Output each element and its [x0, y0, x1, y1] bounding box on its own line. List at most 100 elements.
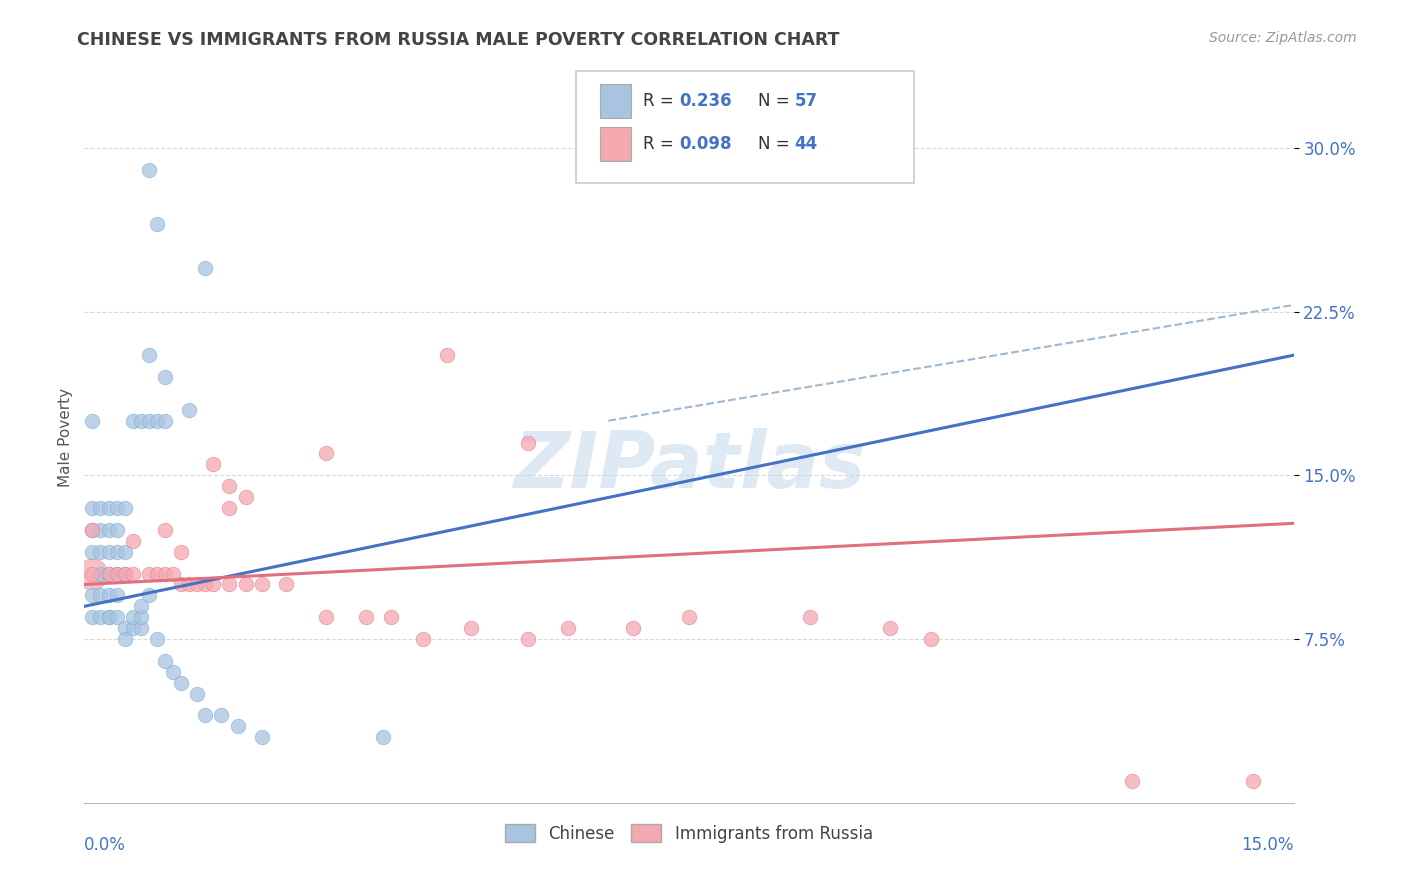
Point — [114, 545, 136, 559]
Point — [186, 687, 208, 701]
Point — [436, 348, 458, 362]
Point — [97, 545, 120, 559]
Point — [121, 414, 143, 428]
Point — [170, 675, 193, 690]
Point — [371, 731, 394, 745]
Point — [146, 414, 169, 428]
Point — [121, 566, 143, 581]
Text: R =: R = — [643, 135, 679, 153]
Point — [89, 588, 111, 602]
Point — [758, 162, 780, 177]
Point — [105, 545, 128, 559]
Point — [82, 588, 104, 602]
Point — [235, 577, 257, 591]
Point — [114, 621, 136, 635]
Point — [129, 610, 152, 624]
Point — [460, 621, 482, 635]
Point — [315, 610, 337, 624]
Point — [138, 348, 160, 362]
Point — [82, 610, 104, 624]
Point — [82, 545, 104, 559]
Point — [129, 599, 152, 614]
Text: 0.236: 0.236 — [679, 92, 731, 110]
Point — [250, 577, 273, 591]
Point — [202, 577, 225, 591]
Point — [170, 577, 193, 591]
Point — [97, 588, 120, 602]
Point — [162, 665, 184, 679]
Point — [226, 719, 249, 733]
Point — [114, 632, 136, 646]
Point — [97, 566, 120, 581]
Point — [209, 708, 232, 723]
Point — [89, 566, 111, 581]
Text: 57: 57 — [794, 92, 817, 110]
Point — [105, 501, 128, 516]
Text: 15.0%: 15.0% — [1241, 836, 1294, 854]
Point — [89, 501, 111, 516]
Point — [186, 577, 208, 591]
Point — [121, 610, 143, 624]
Point — [153, 370, 176, 384]
Text: 44: 44 — [794, 135, 818, 153]
Point — [920, 632, 942, 646]
Point — [82, 523, 104, 537]
Point — [97, 523, 120, 537]
Point — [412, 632, 434, 646]
Point — [129, 414, 152, 428]
Point — [380, 610, 402, 624]
Point — [129, 621, 152, 635]
Point — [194, 577, 217, 591]
Point — [97, 610, 120, 624]
Text: R =: R = — [643, 92, 679, 110]
Point — [621, 621, 644, 635]
Point — [218, 479, 240, 493]
Point — [356, 610, 378, 624]
Point — [97, 566, 120, 581]
Point — [179, 402, 201, 417]
Point — [121, 533, 143, 548]
Text: ZIPatlas: ZIPatlas — [513, 428, 865, 504]
Point — [105, 566, 128, 581]
Point — [121, 621, 143, 635]
Point — [516, 435, 538, 450]
Text: 0.0%: 0.0% — [84, 836, 127, 854]
Point — [202, 458, 225, 472]
Legend: Chinese, Immigrants from Russia: Chinese, Immigrants from Russia — [498, 817, 880, 849]
Point — [179, 577, 201, 591]
Point — [1121, 774, 1143, 789]
Point — [146, 566, 169, 581]
Point — [97, 501, 120, 516]
Point — [138, 162, 160, 177]
Y-axis label: Male Poverty: Male Poverty — [58, 387, 73, 487]
Point — [82, 566, 104, 581]
Point — [105, 566, 128, 581]
Point — [194, 260, 217, 275]
Point — [153, 566, 176, 581]
Point — [153, 414, 176, 428]
Point — [89, 610, 111, 624]
Point — [138, 588, 160, 602]
Point — [162, 566, 184, 581]
Point — [557, 621, 579, 635]
Text: 0.098: 0.098 — [679, 135, 731, 153]
Point — [114, 566, 136, 581]
Point — [250, 731, 273, 745]
Point — [1241, 774, 1264, 789]
Point — [194, 708, 217, 723]
Point — [879, 621, 901, 635]
Point — [218, 577, 240, 591]
Point — [89, 545, 111, 559]
Point — [138, 566, 160, 581]
Point — [138, 414, 160, 428]
Point — [105, 610, 128, 624]
Text: N =: N = — [758, 135, 794, 153]
Point — [105, 588, 128, 602]
Point — [146, 217, 169, 231]
Point — [82, 566, 104, 581]
Point — [678, 610, 700, 624]
Point — [235, 490, 257, 504]
Point — [516, 632, 538, 646]
Text: CHINESE VS IMMIGRANTS FROM RUSSIA MALE POVERTY CORRELATION CHART: CHINESE VS IMMIGRANTS FROM RUSSIA MALE P… — [77, 31, 839, 49]
Point — [146, 632, 169, 646]
